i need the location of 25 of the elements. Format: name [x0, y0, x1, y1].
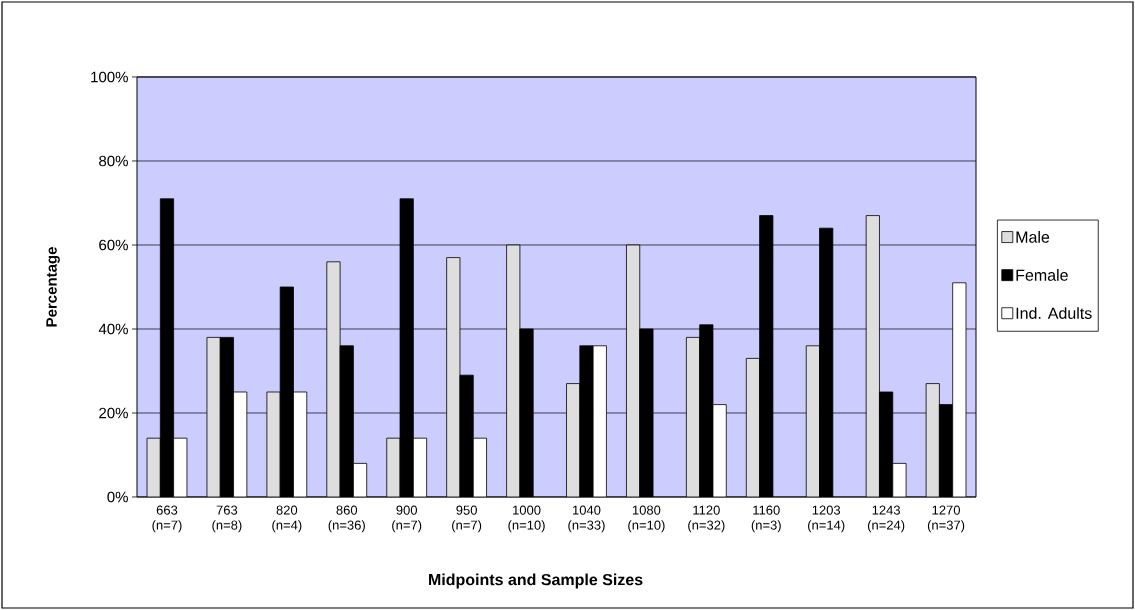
- x-tick-label: 900 (n=7): [392, 505, 422, 533]
- y-tick-label: 0%: [107, 491, 128, 503]
- x-tick-label: 860 (n=36): [328, 505, 365, 533]
- legend-label: Female: [1016, 269, 1068, 281]
- y-axis-title: Percentage: [46, 247, 60, 327]
- y-tick-label: 40%: [98, 323, 128, 335]
- y-tick-label: 60%: [99, 239, 128, 251]
- x-tick-label: 1120 (n=32): [688, 505, 725, 533]
- x-tick-label: 1080 (n=10): [628, 505, 665, 533]
- x-tick-label: 1243 (n=24): [867, 505, 905, 533]
- legend-label: Ind. Adults: [1016, 307, 1092, 319]
- y-tick-label: 20%: [99, 407, 128, 419]
- legend-label: Male: [1016, 231, 1050, 243]
- x-tick-label: 950 (n=7): [452, 505, 482, 533]
- y-tick-label: 80%: [99, 155, 128, 167]
- x-tick-label: 1000 (n=10): [508, 505, 545, 533]
- x-tick-label: 1270 (n=37): [927, 505, 965, 533]
- x-tick-label: 1160 (n=3): [751, 505, 781, 533]
- x-tick-label: 1203 (n=14): [808, 505, 845, 533]
- x-tick-label: 1040 (n=33): [568, 505, 605, 533]
- y-tick-label: 100%: [91, 71, 128, 83]
- x-tick-label: 663 (n=7): [152, 505, 182, 533]
- x-tick-label: 763 (n=8): [212, 505, 242, 533]
- x-axis-title: Midpoints and Sample Sizes: [429, 573, 643, 589]
- x-tick-label: 820 (n=4): [272, 505, 302, 533]
